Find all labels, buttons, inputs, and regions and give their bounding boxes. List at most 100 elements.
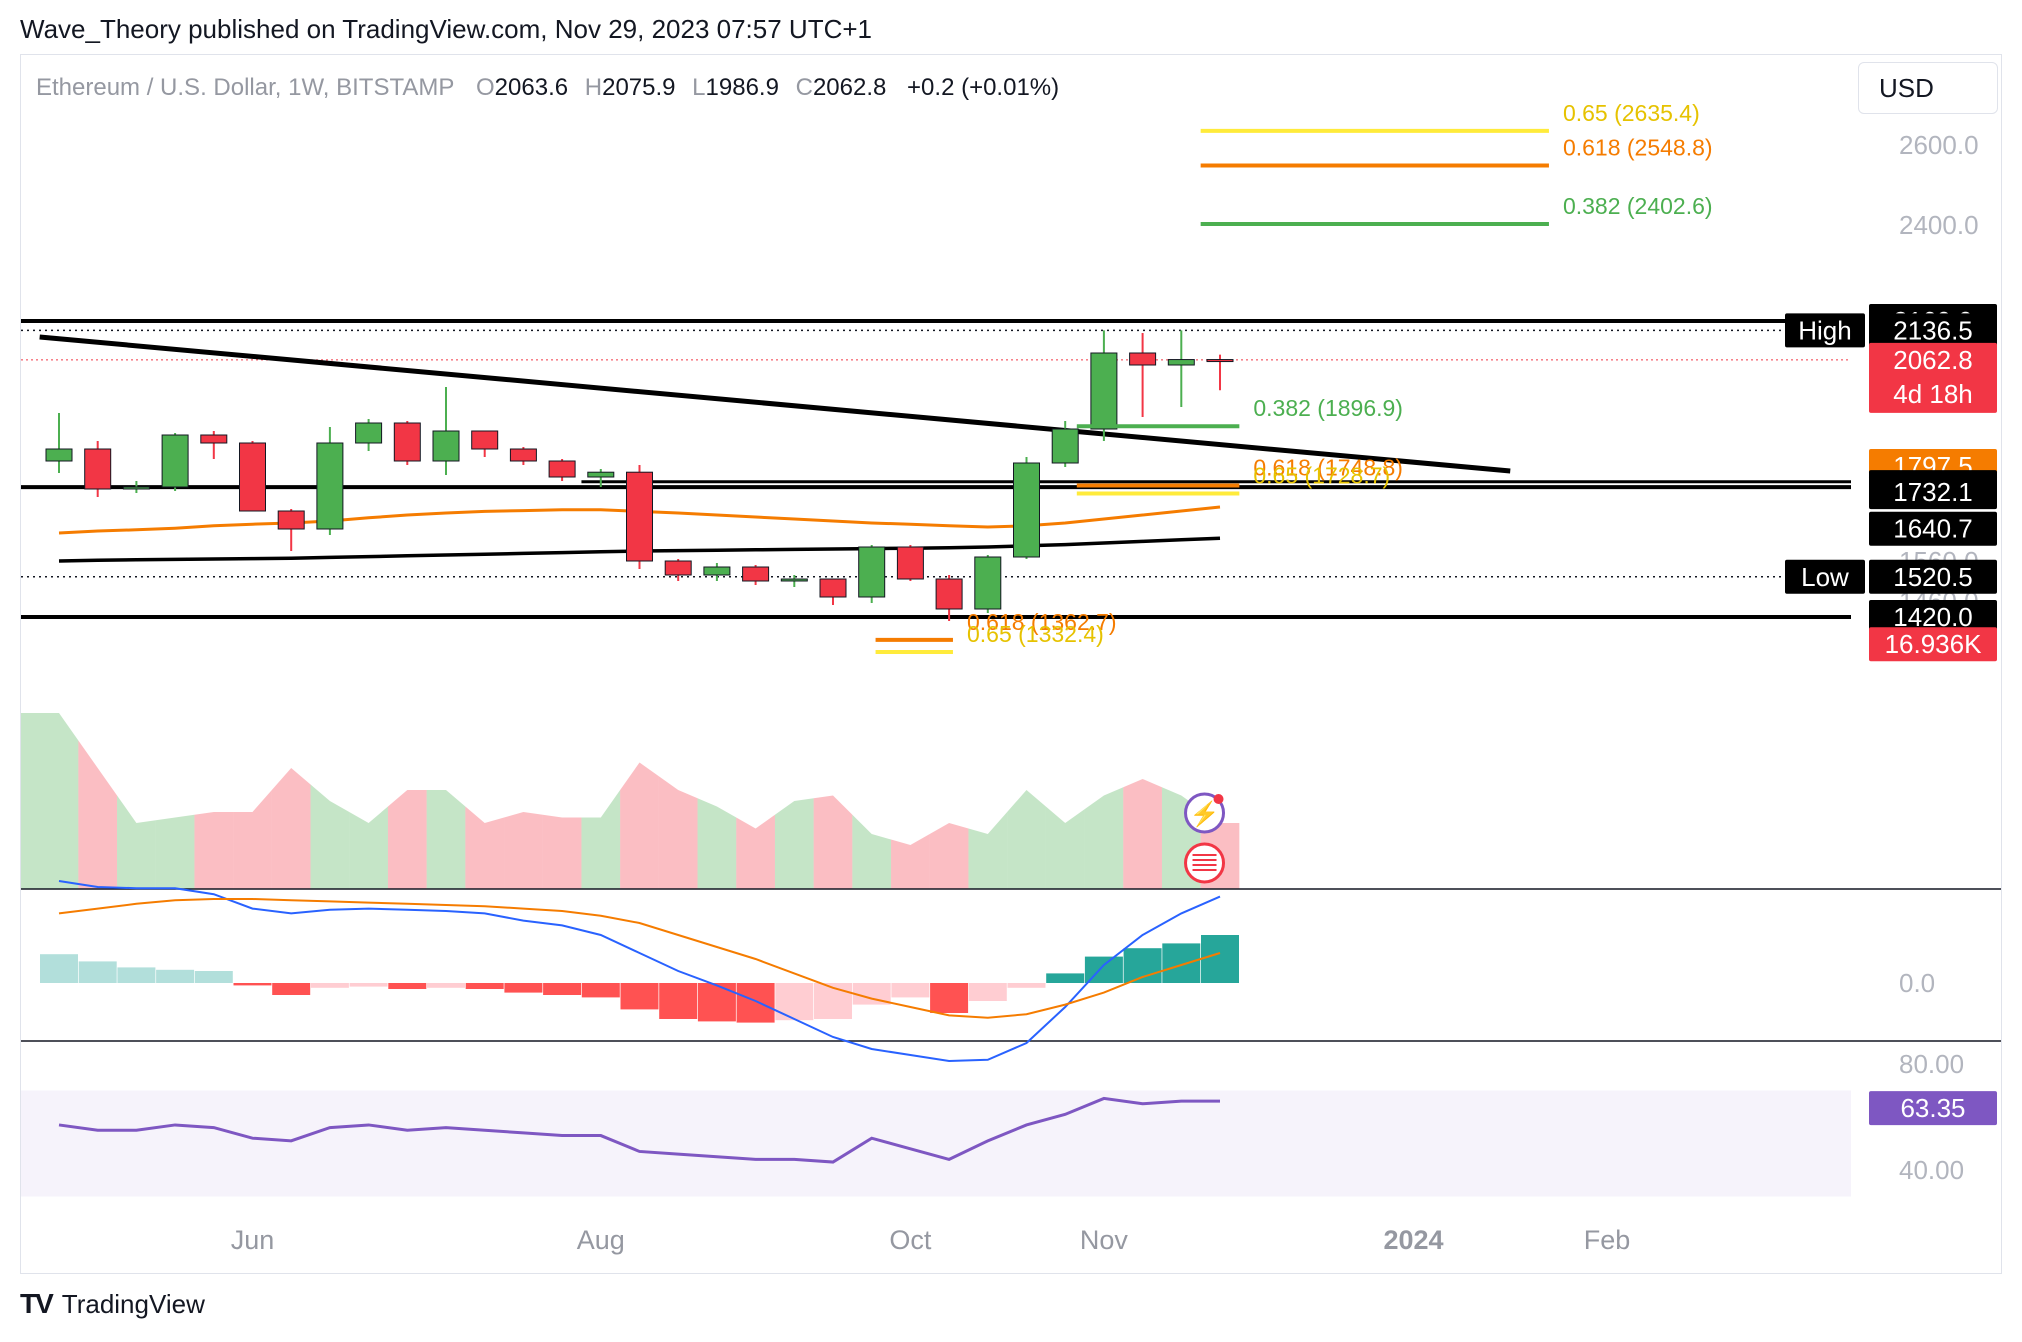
- us-flag-event-icon: [1184, 842, 1226, 884]
- legend-h: 2075.9: [602, 74, 675, 101]
- legend-o: 2063.6: [495, 74, 568, 101]
- chart-svg[interactable]: 0.65 (2635.4) 0.618 (2548.8) 0.382 (2402.6…: [21, 55, 2001, 1273]
- macd-histogram-bar-0: [40, 954, 78, 983]
- rsi-tick-0: 80.00: [1899, 1049, 1964, 1079]
- candle-5: [239, 441, 266, 512]
- x-tick-3: Nov: [1080, 1225, 1129, 1255]
- x-tick-4: 2024: [1383, 1225, 1443, 1255]
- volume-area-0: [21, 713, 79, 889]
- volume-area-4: [194, 812, 234, 889]
- legend-ohlc: O2063.6 H2075.9 L1986.9 C2062.8 +0.2 (+0…: [476, 74, 1059, 101]
- candle-4: [200, 431, 228, 459]
- fib-label-3: 0.382 (1896.9): [1253, 395, 1403, 421]
- candle-8: [355, 419, 383, 451]
- badge-rsi: 63.35: [1900, 1093, 1965, 1123]
- candle-13: [548, 459, 576, 481]
- descending-trendline: [39, 334, 1511, 474]
- macd-histogram-bar-15: [620, 983, 659, 1010]
- legend-h-label: H: [585, 74, 602, 101]
- volume-area-16: [658, 776, 698, 889]
- volume-area-26: [1045, 806, 1085, 889]
- macd-histogram-bar-25: [1007, 983, 1046, 988]
- candle-body-5: [239, 442, 266, 512]
- volume-area-17: [697, 798, 737, 889]
- badge-volume-bg: [1869, 627, 1997, 662]
- candle-body-17: [703, 566, 731, 576]
- macd-histogram-bar-20: [814, 983, 852, 1019]
- candle-27: [1090, 330, 1118, 441]
- publisher-line: Wave_Theory published on TradingView.com…: [20, 14, 872, 44]
- candle-11: [471, 430, 499, 457]
- volume-area-28: [1123, 779, 1162, 889]
- volume-area-19: [774, 798, 814, 889]
- candle-1: [84, 441, 112, 497]
- candle-body-24: [974, 556, 1002, 610]
- tag-low: Low: [1801, 562, 1849, 592]
- candle-14: [587, 469, 615, 487]
- candle-body-0: [45, 448, 73, 462]
- candle-29: [1167, 330, 1195, 407]
- macd-line: [58, 880, 1221, 1063]
- candle-18: [742, 565, 770, 585]
- macd-histogram-bar-5: [233, 983, 272, 986]
- candle-body-13: [548, 460, 576, 478]
- volume-area-25: [1007, 790, 1046, 889]
- tag-bg-0: [1785, 313, 1865, 348]
- volume-area-21: [852, 814, 892, 889]
- tradingview-logo-icon: TV: [20, 1288, 54, 1319]
- volume-area-8: [349, 806, 388, 889]
- badge-ma200-bg: [1869, 511, 1997, 546]
- fib-label-0: 0.65 (2635.4): [1563, 100, 1700, 126]
- badge-high-value: 2136.5: [1893, 315, 1973, 345]
- candle-body-1: [84, 448, 112, 490]
- candle-body-15: [626, 471, 653, 562]
- lightning-icon: ⚡: [1190, 800, 1220, 828]
- earnings-event-icon: [1184, 792, 1226, 834]
- candle-21: [858, 545, 886, 603]
- candle-body-14: [587, 471, 615, 478]
- candle-12: [509, 447, 537, 465]
- macd-histogram-bar-8: [349, 983, 388, 987]
- candle-body-23: [935, 578, 963, 610]
- candle-0: [45, 413, 73, 473]
- legend-c-label: C: [796, 74, 813, 101]
- badge-last-price-bg: [1869, 342, 1997, 413]
- macd-histogram-bar-29: [1162, 943, 1201, 983]
- tag-high: High: [1798, 315, 1851, 345]
- event-dot-icon: [1213, 794, 1224, 804]
- footer: TV TradingView: [20, 1288, 205, 1320]
- candle-28: [1129, 333, 1157, 417]
- macd-histogram-bar-18: [736, 983, 775, 1023]
- tag-bg-1: [1785, 559, 1865, 594]
- volume-area-15: [620, 762, 659, 889]
- volume-area-24: [968, 812, 1008, 889]
- volume-area-3: [155, 814, 195, 889]
- candle-body-9: [393, 422, 421, 462]
- candle-7: [316, 427, 344, 535]
- candle-22: [896, 545, 924, 581]
- candle-25: [1013, 457, 1040, 559]
- candle-body-16: [664, 560, 692, 576]
- candle-19: [780, 575, 808, 587]
- legend-change: +0.2 (+0.01%): [907, 74, 1059, 101]
- volume-area-27: [1084, 787, 1124, 889]
- candle-body-19: [780, 578, 808, 582]
- volume-area-12: [504, 812, 543, 889]
- badge-volume: 16.936K: [1885, 629, 1983, 659]
- macd-tick-0: 0.0: [1899, 968, 1935, 998]
- candle-body-6: [277, 510, 305, 530]
- macd-histogram-bar-19: [775, 983, 814, 1021]
- footer-brand: TradingView: [61, 1288, 205, 1319]
- macd-histogram-bar-6: [272, 983, 311, 995]
- macd-histogram-bar-7: [310, 983, 349, 988]
- volume-area-9: [387, 790, 427, 889]
- volume-area-5: [233, 790, 272, 889]
- candle-body-4: [200, 434, 228, 444]
- macd-histogram-bar-13: [543, 983, 582, 995]
- currency-button[interactable]: USD: [1858, 62, 1998, 114]
- candle-body-7: [316, 442, 344, 530]
- macd-histogram-bar-21: [852, 983, 891, 1005]
- rsi-line: [58, 1096, 1220, 1164]
- candle-body-18: [742, 566, 770, 582]
- chart-frame[interactable]: 0.65 (2635.4) 0.618 (2548.8) 0.382 (2402.6…: [20, 54, 2002, 1274]
